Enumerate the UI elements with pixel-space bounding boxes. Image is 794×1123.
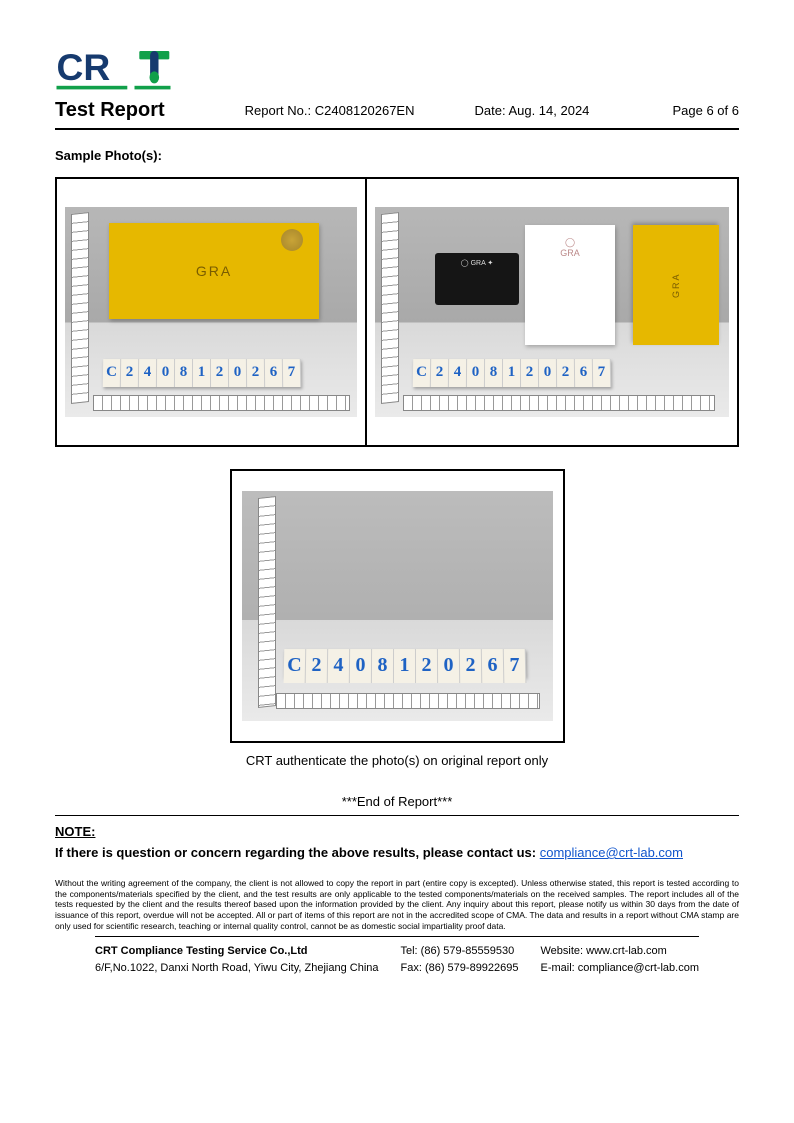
sample-photo-1-content: GRA C2408120267 bbox=[65, 207, 357, 417]
sample-photo-2: ◯ GRA ✦ ◯ GRA GRA C2408120267 bbox=[367, 177, 739, 447]
sample-number-blocks-3: C2408120267 bbox=[283, 649, 526, 677]
footer-address: 6/F,No.1022, Danxi North Road, Yiwu City… bbox=[95, 960, 379, 977]
note-contact: If there is question or concern regardin… bbox=[55, 845, 739, 860]
crt-logo: CR bbox=[55, 45, 739, 93]
footer-tel: Tel: (86) 579-85559530 bbox=[400, 943, 518, 960]
report-number: Report No.: C2408120267EN bbox=[245, 103, 415, 118]
sample-number-blocks: C2408120267 bbox=[103, 359, 301, 387]
disclaimer-text: Without the writing agreement of the com… bbox=[55, 878, 739, 931]
crt-logo-svg: CR bbox=[55, 45, 190, 93]
report-header: Test Report Report No.: C2408120267EN Da… bbox=[55, 99, 739, 130]
svg-text:CR: CR bbox=[57, 46, 111, 88]
page-indicator: Page 6 of 6 bbox=[672, 103, 739, 118]
date-value: Aug. 14, 2024 bbox=[508, 103, 589, 118]
note-contact-text: If there is question or concern regardin… bbox=[55, 845, 540, 860]
note-heading: NOTE: bbox=[55, 824, 739, 839]
report-no-value: C2408120267EN bbox=[315, 103, 415, 118]
footer-website: Website: www.crt-lab.com bbox=[541, 943, 700, 960]
footer: CRT Compliance Testing Service Co.,Ltd 6… bbox=[55, 937, 739, 976]
footer-company-col: CRT Compliance Testing Service Co.,Ltd 6… bbox=[95, 943, 379, 976]
report-title: Test Report bbox=[55, 99, 165, 122]
divider bbox=[55, 815, 739, 816]
footer-company: CRT Compliance Testing Service Co.,Ltd bbox=[95, 943, 379, 960]
end-of-report: ***End of Report*** bbox=[55, 794, 739, 809]
page-label: Page bbox=[672, 103, 706, 118]
photo-row-1: GRA C2408120267 ◯ GRA ✦ ◯ GRA GRA C24081… bbox=[55, 177, 739, 447]
footer-fax: Fax: (86) 579-89922695 bbox=[400, 960, 518, 977]
sample-photos-heading: Sample Photo(s): bbox=[55, 148, 739, 163]
photo-row-2: C2408120267 CRT authenticate the photo(s… bbox=[55, 469, 739, 809]
sample-photo-3-content: C2408120267 bbox=[242, 491, 553, 721]
sample-photo-1: GRA C2408120267 bbox=[55, 177, 367, 447]
footer-web-col: Website: www.crt-lab.com E-mail: complia… bbox=[541, 943, 700, 976]
sample-photo-3: C2408120267 bbox=[230, 469, 565, 743]
gra-card-black: ◯ GRA ✦ bbox=[435, 253, 519, 305]
gra-card-white: ◯ GRA bbox=[525, 225, 615, 345]
footer-email: E-mail: compliance@crt-lab.com bbox=[541, 960, 700, 977]
date-label: Date: bbox=[474, 103, 508, 118]
photo-caption: CRT authenticate the photo(s) on origina… bbox=[55, 753, 739, 768]
contact-email-link[interactable]: compliance@crt-lab.com bbox=[540, 845, 683, 860]
page-value: 6 of 6 bbox=[706, 103, 739, 118]
sample-number-blocks-2: C2408120267 bbox=[413, 359, 611, 387]
footer-phone-col: Tel: (86) 579-85559530 Fax: (86) 579-899… bbox=[400, 943, 518, 976]
gra-envelope-2: GRA bbox=[633, 225, 719, 345]
report-no-label: Report No.: bbox=[245, 103, 315, 118]
sample-photo-2-content: ◯ GRA ✦ ◯ GRA GRA C2408120267 bbox=[375, 207, 729, 417]
report-date: Date: Aug. 14, 2024 bbox=[474, 103, 589, 118]
